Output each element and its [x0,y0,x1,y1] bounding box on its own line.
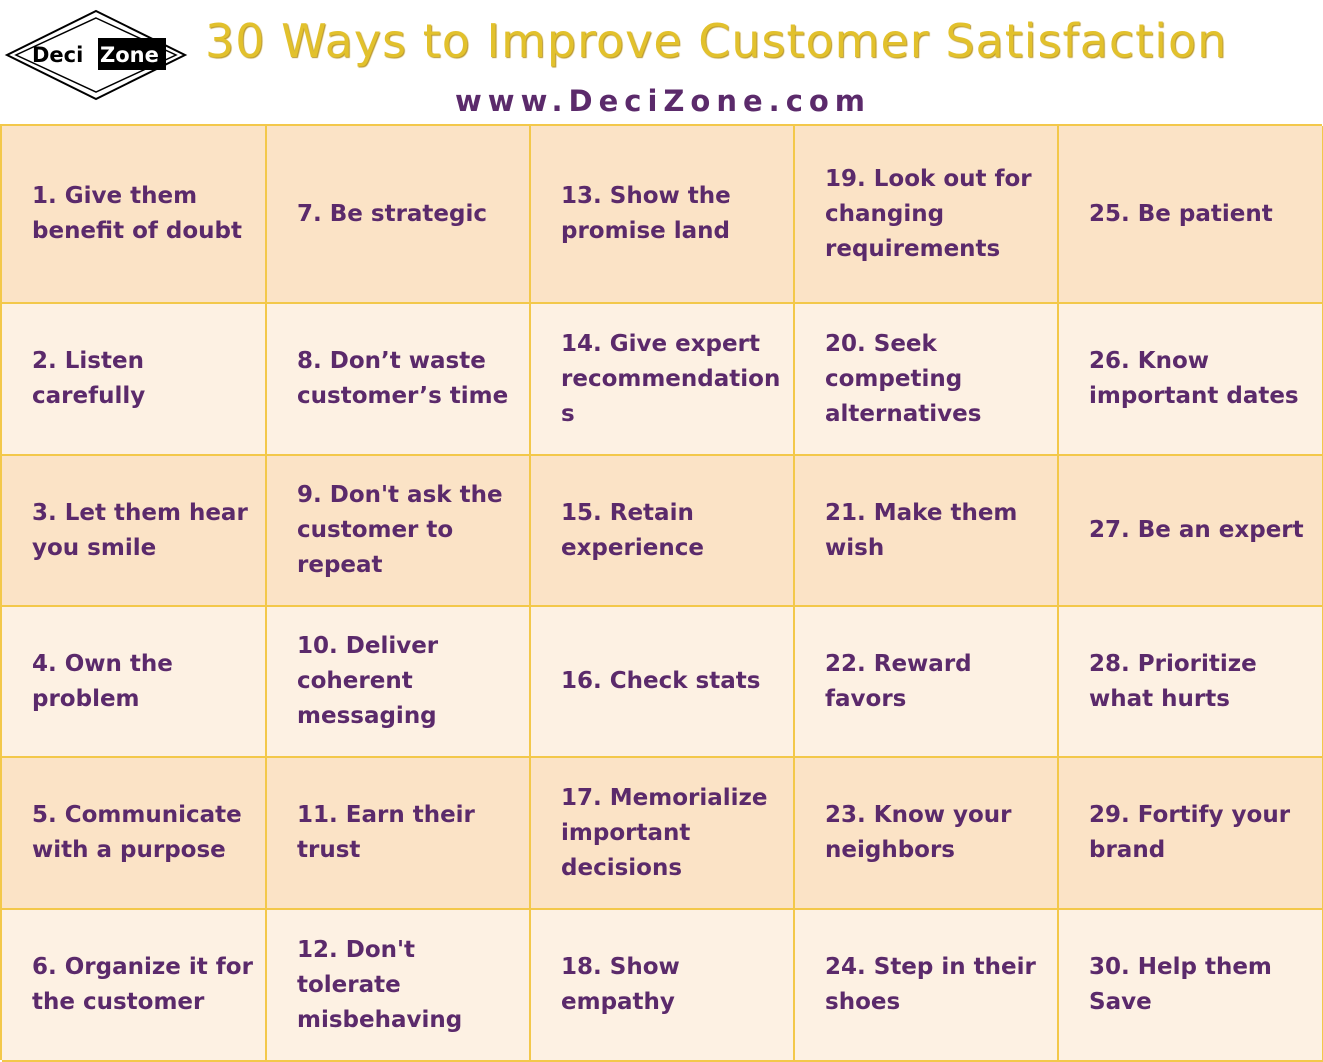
tip-cell: 17. Memorialize important decisions [531,758,795,910]
tip-cell: 12. Don't tolerate misbehaving [267,910,531,1062]
tip-cell: 7. Be strategic [267,126,531,304]
tip-cell: 11. Earn their trust [267,758,531,910]
tip-cell: 30. Help them Save [1059,910,1323,1062]
tip-cell: 13. Show the promise land [531,126,795,304]
tip-cell: 8. Don’t waste customer’s time [267,304,531,456]
tip-cell: 28. Prioritize what hurts [1059,607,1323,758]
logo-text-left: Deci [32,43,83,67]
tip-cell: 9. Don't ask the customer to repeat [267,456,531,607]
tip-cell: 16. Check stats [531,607,795,758]
tip-cell: 19. Look out for changing requirements [795,126,1059,304]
tip-cell: 23. Know your neighbors [795,758,1059,910]
tip-cell: 22. Reward favors [795,607,1059,758]
tip-cell: 26. Know important dates [1059,304,1323,456]
tips-grid: 1. Give them benefit of doubt 7. Be stra… [0,124,1323,1062]
tip-cell: 2. Listen carefully [2,304,267,456]
header: Deci Zone 30 Ways to Improve Customer Sa… [0,0,1323,124]
decizone-logo: Deci Zone [4,9,188,101]
tip-cell: 4. Own the problem [2,607,267,758]
tip-cell: 10. Deliver coherent messaging [267,607,531,758]
tip-cell: 5. Communicate with a purpose [2,758,267,910]
website-url: www.DeciZone.com [455,84,872,118]
tip-cell: 25. Be patient [1059,126,1323,304]
tip-cell: 21. Make them wish [795,456,1059,607]
tip-cell: 15. Retain experience [531,456,795,607]
logo-text-right: Zone [100,43,159,67]
page-title: 30 Ways to Improve Customer Satisfaction [205,14,1228,68]
tip-cell: 27. Be an expert [1059,456,1323,607]
tip-cell: 20. Seek competing alternatives [795,304,1059,456]
tip-cell: 1. Give them benefit of doubt [2,126,267,304]
tip-cell: 6. Organize it for the customer [2,910,267,1062]
tip-cell: 14. Give expert recommendations [531,304,795,456]
tip-cell: 29. Fortify your brand [1059,758,1323,910]
tip-cell: 24. Step in their shoes [795,910,1059,1062]
tip-cell: 18. Show empathy [531,910,795,1062]
tip-cell: 3. Let them hear you smile [2,456,267,607]
